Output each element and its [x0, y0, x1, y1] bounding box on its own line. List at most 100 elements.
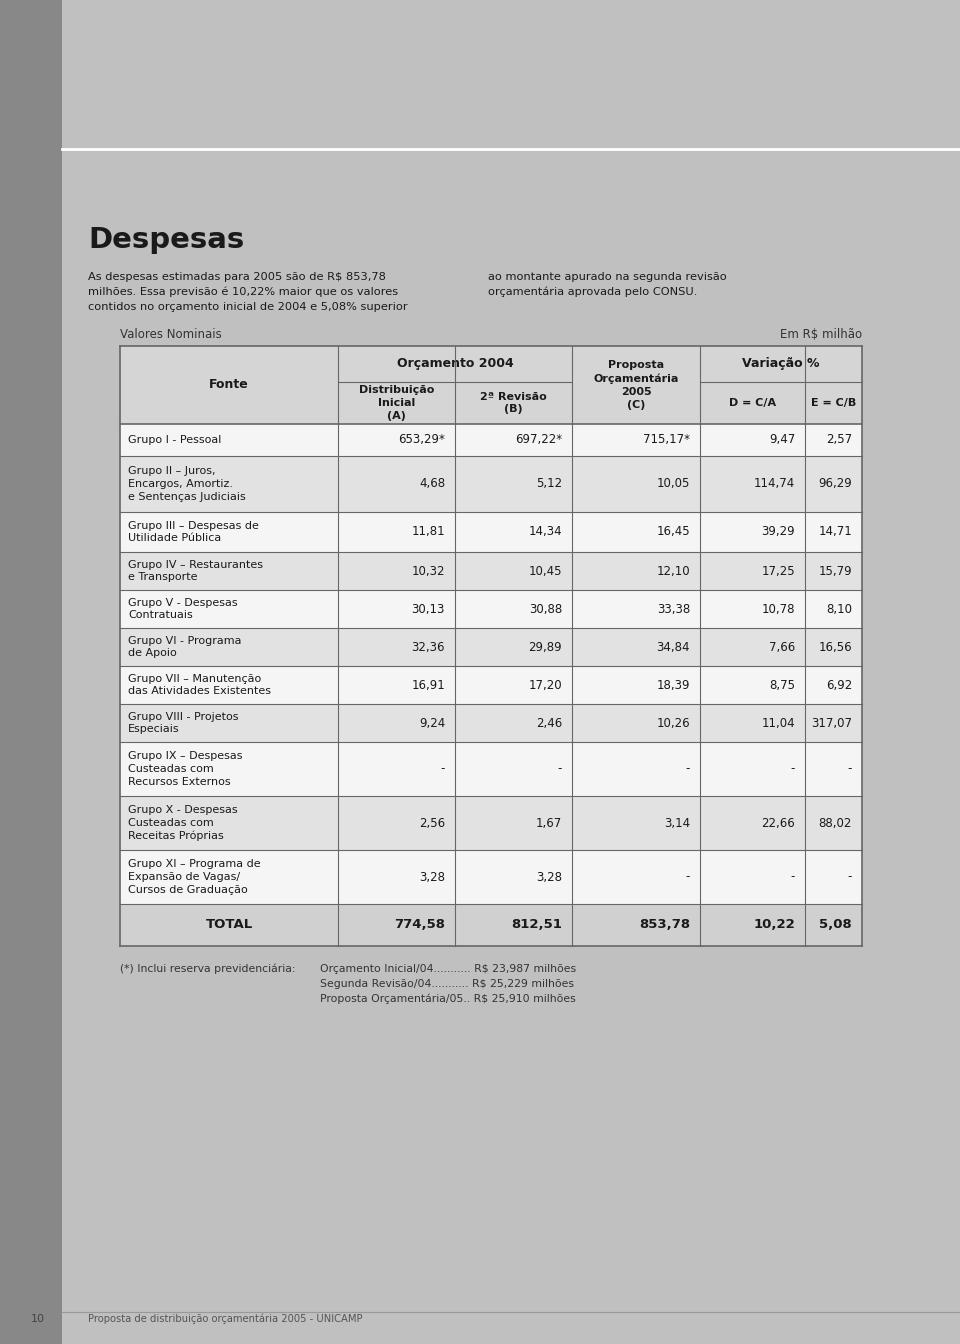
Text: Grupo XI – Programa de
Expansão de Vagas/
Cursos de Graduação: Grupo XI – Programa de Expansão de Vagas…	[128, 859, 260, 895]
Text: 3,14: 3,14	[664, 817, 690, 829]
Text: 812,51: 812,51	[511, 918, 562, 931]
Text: -: -	[685, 871, 690, 883]
Text: 30,88: 30,88	[529, 602, 562, 616]
Text: 9,24: 9,24	[419, 716, 445, 730]
Text: 29,89: 29,89	[528, 641, 562, 653]
Text: 3,28: 3,28	[419, 871, 445, 883]
Text: E = C/B: E = C/B	[811, 398, 856, 409]
Text: -: -	[558, 762, 562, 775]
Bar	[120, 796, 862, 849]
Text: 14,71: 14,71	[818, 526, 852, 539]
Text: Grupo II – Juros,
Encargos, Amortiz.
e Sentenças Judiciais: Grupo II – Juros, Encargos, Amortiz. e S…	[128, 466, 246, 501]
Text: Proposta Orçamentária/05.. R$ 25,910 milhões: Proposta Orçamentária/05.. R$ 25,910 mil…	[320, 995, 576, 1004]
Text: Grupo VI - Programa
de Apoio: Grupo VI - Programa de Apoio	[128, 636, 242, 659]
Text: Grupo VIII - Projetos
Especiais: Grupo VIII - Projetos Especiais	[128, 711, 238, 734]
Text: -: -	[848, 762, 852, 775]
Text: 2,46: 2,46	[536, 716, 562, 730]
Text: 16,56: 16,56	[818, 641, 852, 653]
Text: (*) Inclui reserva previdenciária:: (*) Inclui reserva previdenciária:	[120, 964, 296, 974]
Text: Proposta
Orçamentária
2005
(C): Proposta Orçamentária 2005 (C)	[593, 360, 679, 410]
Text: 715,17*: 715,17*	[643, 434, 690, 446]
Text: 34,84: 34,84	[657, 641, 690, 653]
Text: 10,05: 10,05	[657, 477, 690, 491]
Bar	[120, 667, 862, 704]
Text: 853,78: 853,78	[638, 918, 690, 931]
Text: 96,29: 96,29	[818, 477, 852, 491]
Bar	[120, 590, 862, 628]
Text: Em R$ milhão: Em R$ milhão	[780, 328, 862, 341]
Text: 9,47: 9,47	[769, 434, 795, 446]
Text: 12,10: 12,10	[657, 564, 690, 578]
Text: 14,34: 14,34	[528, 526, 562, 539]
Text: 2,56: 2,56	[419, 817, 445, 829]
Text: TOTAL: TOTAL	[205, 918, 252, 931]
Text: 114,74: 114,74	[754, 477, 795, 491]
Text: Orçamento Inicial/04........... R$ 23,987 milhões: Orçamento Inicial/04........... R$ 23,98…	[320, 964, 576, 974]
Text: -: -	[791, 762, 795, 775]
Text: Grupo III – Despesas de
Utilidade Pública: Grupo III – Despesas de Utilidade Públic…	[128, 520, 259, 543]
Text: 10,45: 10,45	[529, 564, 562, 578]
Text: 16,91: 16,91	[411, 679, 445, 692]
Text: 32,36: 32,36	[412, 641, 445, 653]
Text: 2ª Revisão
(B): 2ª Revisão (B)	[480, 391, 547, 414]
Text: 10,26: 10,26	[657, 716, 690, 730]
Text: 16,45: 16,45	[657, 526, 690, 539]
Bar	[120, 704, 862, 742]
Text: 39,29: 39,29	[761, 526, 795, 539]
Text: Valores Nominais: Valores Nominais	[120, 328, 222, 341]
Text: Segunda Revisão/04........... R$ 25,229 milhões: Segunda Revisão/04........... R$ 25,229 …	[320, 978, 574, 989]
Text: -: -	[685, 762, 690, 775]
Text: 10: 10	[31, 1314, 45, 1324]
Text: Grupo VII – Manutenção
das Atividades Existentes: Grupo VII – Manutenção das Atividades Ex…	[128, 673, 271, 696]
Bar	[120, 552, 862, 590]
Text: 10,78: 10,78	[761, 602, 795, 616]
Text: Grupo IX – Despesas
Custeadas com
Recursos Externos: Grupo IX – Despesas Custeadas com Recurs…	[128, 751, 243, 786]
Text: -: -	[441, 762, 445, 775]
Text: 11,04: 11,04	[761, 716, 795, 730]
Text: Grupo IV – Restaurantes
e Transporte: Grupo IV – Restaurantes e Transporte	[128, 559, 263, 582]
Text: 33,38: 33,38	[657, 602, 690, 616]
Text: 22,66: 22,66	[761, 817, 795, 829]
Text: 8,75: 8,75	[769, 679, 795, 692]
Bar	[0, 0, 62, 1344]
Bar	[120, 849, 862, 905]
Bar	[120, 742, 862, 796]
Bar	[120, 628, 862, 667]
Text: Fonte: Fonte	[209, 379, 249, 391]
Text: Proposta de distribuição orçamentária 2005 - UNICAMP: Proposta de distribuição orçamentária 20…	[88, 1313, 363, 1324]
Text: 7,66: 7,66	[769, 641, 795, 653]
Text: As despesas estimadas para 2005 são de R$ 853,78
milhões. Essa previsão é 10,22%: As despesas estimadas para 2005 são de R…	[88, 271, 408, 312]
Bar	[120, 905, 862, 946]
Text: 1,67: 1,67	[536, 817, 562, 829]
Bar	[120, 345, 862, 423]
Text: 317,07: 317,07	[811, 716, 852, 730]
Text: -: -	[848, 871, 852, 883]
Text: 10,32: 10,32	[412, 564, 445, 578]
Text: 18,39: 18,39	[657, 679, 690, 692]
Text: D = C/A: D = C/A	[729, 398, 776, 409]
Text: 5,12: 5,12	[536, 477, 562, 491]
Text: Orçamento 2004: Orçamento 2004	[396, 358, 514, 371]
Text: 17,25: 17,25	[761, 564, 795, 578]
Text: 8,10: 8,10	[826, 602, 852, 616]
Bar	[120, 456, 862, 512]
Text: 3,28: 3,28	[536, 871, 562, 883]
Text: 5,08: 5,08	[819, 918, 852, 931]
Text: 15,79: 15,79	[818, 564, 852, 578]
Text: 88,02: 88,02	[819, 817, 852, 829]
Bar	[120, 423, 862, 456]
Text: 2,57: 2,57	[826, 434, 852, 446]
Text: ao montante apurado na segunda revisão
orçamentária aprovada pelo CONSU.: ao montante apurado na segunda revisão o…	[488, 271, 727, 297]
Text: -: -	[791, 871, 795, 883]
Text: 17,20: 17,20	[528, 679, 562, 692]
Text: Grupo V - Despesas
Contratuais: Grupo V - Despesas Contratuais	[128, 598, 238, 621]
Text: 697,22*: 697,22*	[515, 434, 562, 446]
Text: Grupo X - Despesas
Custeadas com
Receitas Próprias: Grupo X - Despesas Custeadas com Receita…	[128, 805, 238, 841]
Bar	[120, 512, 862, 552]
Text: Despesas: Despesas	[88, 226, 244, 254]
Text: 653,29*: 653,29*	[398, 434, 445, 446]
Text: 11,81: 11,81	[412, 526, 445, 539]
Text: 30,13: 30,13	[412, 602, 445, 616]
Text: Distribuição
Inicial
(A): Distribuição Inicial (A)	[359, 386, 434, 421]
Text: 6,92: 6,92	[826, 679, 852, 692]
